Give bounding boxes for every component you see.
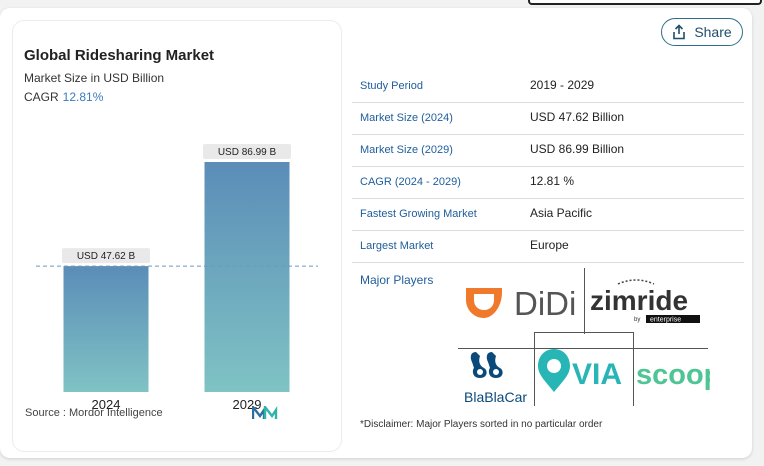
row-value: USD 47.62 Billion [530,110,625,124]
row-key: Market Size (2024) [360,112,453,124]
data-label-box [62,248,150,264]
zimride-wordmark: zimride [590,285,688,316]
chart-source: Source : Mordor Intelligence [25,407,163,419]
divider [633,332,634,406]
major-players-label: Major Players [360,273,434,287]
mordor-logo-icon [252,406,278,419]
row-value: Europe [530,238,569,252]
share-button[interactable]: Share [661,18,743,46]
row-key: CAGR (2024 - 2029) [360,176,461,188]
divider [534,332,535,406]
cagr-label: CAGR [24,90,59,104]
chart-title: Global Ridesharing Market [24,47,215,64]
via-wordmark: VIA [572,358,622,391]
zimride-logo: zimride by enterprise [590,279,700,324]
enterprise-wordmark: enterprise [650,317,681,324]
market-snapshot-table: Study Period 2019 - 2029 Market Size (202… [352,71,744,263]
share-label: Share [694,24,732,40]
row-value: 2019 - 2029 [530,78,595,92]
disclaimer-text: *Disclaimer: Major Players sorted in no … [360,419,603,430]
share-icon [672,24,686,40]
blablacar-wordmark: BlaBlaCar [464,389,527,405]
divider [534,332,634,333]
scoop-logo: scoop [636,359,710,391]
didi-logo: DiDi [466,285,576,322]
table-row: CAGR (2024 - 2029) 12.81 % [352,167,744,199]
row-value: 12.81 % [530,174,575,188]
table-row: Market Size (2024) USD 47.62 Billion [352,103,744,135]
row-key: Market Size (2029) [360,144,453,156]
row-key: Fastest Growing Market [360,208,477,220]
chart-cagr: CAGR 12.81% [24,90,103,104]
blablacar-logo: BlaBlaCar [464,352,527,405]
cagr-value: 12.81% [62,90,104,104]
zimride-by: by [634,317,640,323]
table-row: Market Size (2029) USD 86.99 Billion [352,135,744,167]
data-label-box [203,144,291,159]
bar-2024 [63,266,149,392]
table-row: Fastest Growing Market Asia Pacific [352,199,744,231]
browser-top-edge [528,0,762,5]
data-label: USD 86.99 B [218,147,277,158]
row-value: Asia Pacific [530,206,593,220]
table-row: Study Period 2019 - 2029 [352,71,744,103]
data-label: USD 47.62 B [77,251,136,262]
row-value: USD 86.99 Billion [530,142,625,156]
divider [584,268,585,334]
row-key: Study Period [360,80,423,92]
row-key: Largest Market [360,240,434,252]
divider [458,348,708,349]
chart-subtitle: Market Size in USD Billion [24,71,165,85]
scoop-wordmark: scoop [636,359,710,391]
category-label: 2024 [92,397,121,412]
via-logo: VIA [538,349,622,392]
table-row: Largest Market Europe [352,231,744,263]
didi-wordmark: DiDi [514,285,576,322]
bar-2029 [204,162,290,392]
